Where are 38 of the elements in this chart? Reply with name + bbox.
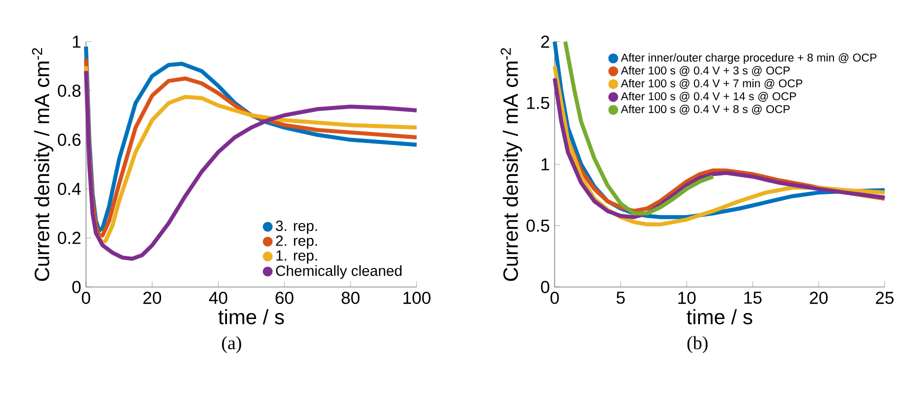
y-axis-title: Current density / mA cm$^{-2}$ [32, 48, 54, 281]
y-tick-label: 0.2 [58, 232, 80, 244]
y-tick-label: 1 [72, 36, 80, 48]
y-axis-title: Current density / mA cm$^{-2}$ [500, 48, 522, 281]
x-axis-title: time / s [686, 309, 752, 324]
x-tick-label: 0 [550, 292, 559, 304]
x-tick-label: 20 [143, 292, 162, 304]
y-tick-label: 0.6 [58, 134, 81, 146]
x-tick-label: 80 [342, 292, 360, 304]
text: (a) [222, 336, 242, 354]
x-axis-title: time / s [218, 309, 284, 324]
x-tick-label: 20 [810, 292, 828, 304]
legend-label: After 100 s @ 0.4 V + 14 s @ OCP [620, 92, 796, 102]
x-tick-label: 10 [678, 292, 696, 304]
y-tick-label: 0 [540, 280, 550, 294]
legend-label: 1. rep. [276, 250, 317, 264]
legend-label: After 100 s @ 0.4 V + 8 s @ OCP [620, 104, 790, 115]
x-tick-label: 25 [876, 292, 894, 304]
x-tick-label: 0 [82, 292, 90, 304]
legend-label: After 100 s @ 0.4 V + 3 s @ OCP [620, 66, 790, 76]
y-tick-label: 0.5 [526, 220, 550, 232]
legend-label: 3. rep. [276, 220, 317, 234]
text: (b) [687, 336, 708, 354]
legend-label: After inner/outer charge procedure + 8 min @ OCP [620, 53, 876, 64]
y-tick-label: 0.4 [58, 182, 81, 195]
y-tick-label: 1 [542, 158, 550, 170]
y-tick-label: 0 [72, 280, 81, 294]
x-tick-label: 5 [616, 292, 625, 304]
x-tick-label: 40 [209, 292, 228, 304]
x-tick-label: 15 [744, 292, 762, 304]
y-tick-label: 2 [541, 36, 550, 48]
y-tick-label: 0.8 [58, 84, 81, 97]
x-tick-label: 100 [404, 292, 430, 304]
legend-label: 2. rep. [276, 236, 317, 249]
x-tick-label: 60 [276, 292, 294, 304]
y-tick-label: 1.5 [527, 96, 550, 110]
legend-label: After 100 s @ 0.4 V + 7 min @ OCP [620, 79, 802, 89]
legend-label: Chemically cleaned [276, 265, 402, 279]
